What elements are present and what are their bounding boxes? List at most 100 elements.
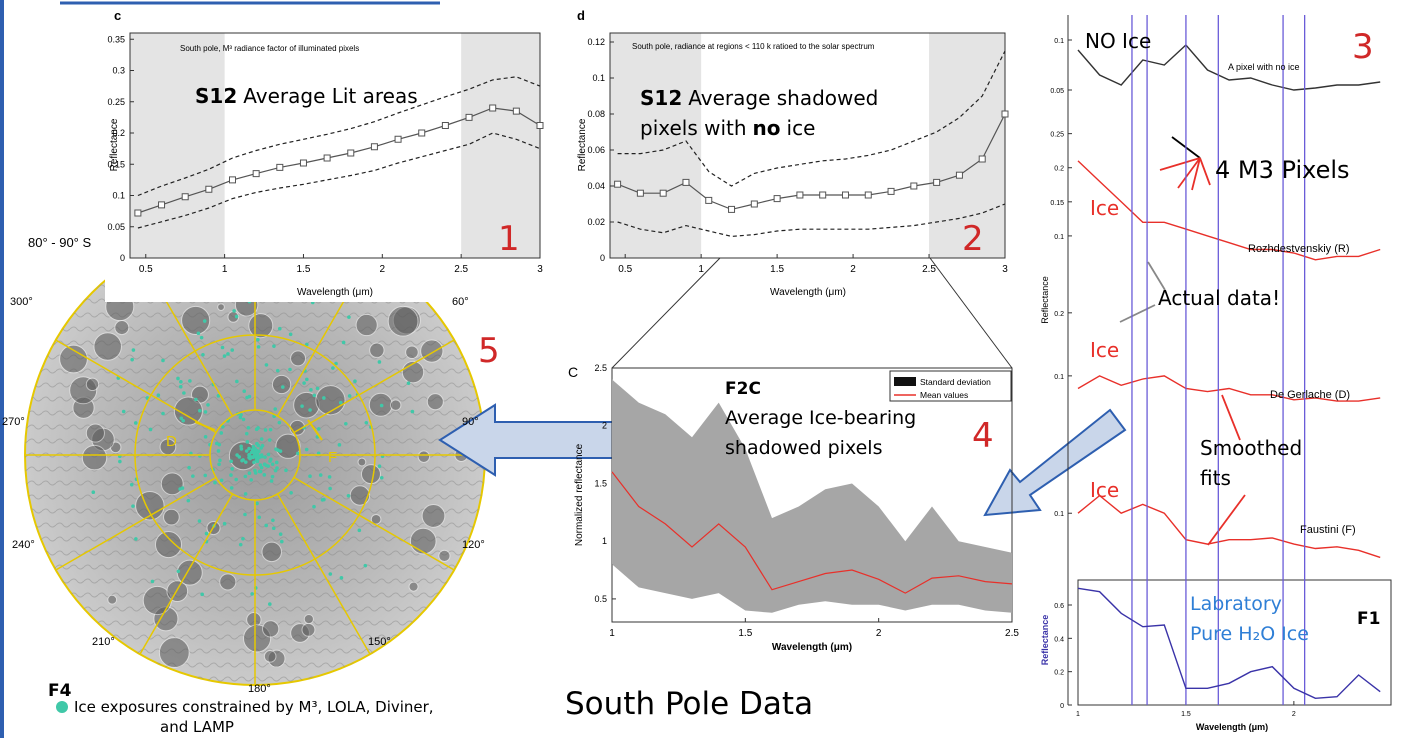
- x-tick-label: 2: [850, 264, 856, 275]
- x-tick-label: 2: [380, 264, 386, 275]
- longitude-line: [293, 339, 455, 434]
- ice-dot: [194, 397, 198, 402]
- ice-dot: [344, 421, 348, 426]
- text-label: fits: [1200, 466, 1231, 490]
- y-tick-label: 0.08: [587, 109, 605, 119]
- arrow: [1177, 157, 1201, 189]
- ice-dot: [216, 449, 221, 453]
- shaded-region: [461, 33, 540, 258]
- ice-dot: [258, 469, 263, 474]
- ice-dot: [219, 431, 224, 435]
- crater: [219, 573, 237, 591]
- text-label: Average Lit areas: [243, 84, 417, 108]
- text-label: Actual data!: [1158, 286, 1280, 310]
- ice-dot: [188, 379, 192, 383]
- ice-dot: [181, 418, 185, 423]
- y-tick-label: 0.5: [594, 594, 607, 604]
- y-tick-label: 0.1: [1054, 511, 1064, 518]
- map: [24, 224, 486, 686]
- ice-dot: [338, 400, 343, 405]
- legend-label: Standard deviation: [920, 377, 991, 387]
- y-tick-label: 0: [120, 253, 125, 263]
- data-point: [347, 149, 355, 157]
- longitude-line: [55, 476, 217, 571]
- data-point: [750, 200, 758, 208]
- ice-dot: [259, 437, 264, 441]
- crater: [421, 504, 446, 528]
- ice-dot: [275, 368, 280, 373]
- crater: [290, 350, 307, 367]
- ice-dot: [148, 427, 153, 432]
- ice-dot: [229, 473, 233, 477]
- ice-dot: [246, 425, 251, 430]
- text-label: Reflectance: [577, 118, 588, 171]
- text-label: no: [753, 116, 781, 140]
- ice-dot: [281, 385, 285, 389]
- ice-dot: [222, 521, 227, 526]
- ice-dot: [288, 332, 293, 337]
- ice-dot: [161, 411, 165, 416]
- ice-dot: [179, 380, 183, 384]
- ice-dot: [213, 480, 217, 485]
- data-point: [158, 201, 166, 209]
- data-point: [910, 182, 918, 190]
- x-tick-label: 2.5: [922, 264, 936, 275]
- ice-dot: [202, 319, 207, 323]
- ice-dot: [316, 427, 321, 431]
- ice-dot: [203, 410, 208, 414]
- text-label: Faustini (F): [1300, 524, 1356, 536]
- arrow: [1119, 304, 1156, 323]
- y-tick-label: 0.2: [1054, 670, 1064, 677]
- crater: [181, 305, 211, 336]
- crater: [271, 374, 292, 395]
- x-tick-label: 2.5: [1005, 628, 1019, 639]
- y-tick-label: 0.6: [1054, 603, 1064, 610]
- text-label: d: [577, 8, 585, 23]
- ice-dot: [274, 460, 279, 465]
- crater: [438, 549, 451, 563]
- ice-dot: [239, 447, 244, 451]
- ice-dot: [176, 569, 181, 574]
- ice-dot: [253, 471, 258, 475]
- data-point: [955, 171, 963, 179]
- ice-dot: [268, 427, 273, 432]
- text-label: pixels with: [640, 116, 747, 140]
- y-tick-label: 0.3: [112, 66, 125, 76]
- crater: [315, 385, 346, 416]
- text-label: A pixel with no ice: [1228, 62, 1300, 72]
- ice-dot: [229, 459, 233, 464]
- plot-frame: [609, 32, 1006, 259]
- ice-dot: [315, 386, 320, 391]
- ice-dot: [239, 412, 243, 417]
- ice-dot: [331, 366, 335, 370]
- crater: [417, 450, 431, 463]
- text-label: 4: [972, 416, 994, 456]
- ice-dot: [270, 474, 275, 479]
- ice-dot: [304, 447, 309, 452]
- y-tick-label: 0.35: [107, 34, 125, 44]
- text-label: Pure H₂O Ice: [1190, 623, 1309, 645]
- ice-dot: [255, 455, 260, 460]
- data-point: [978, 155, 986, 163]
- text-label: ice: [787, 116, 816, 140]
- data-line: [1077, 587, 1381, 700]
- ice-dots: [91, 291, 415, 606]
- shaded-region: [130, 33, 225, 258]
- text-label: Labratory: [1190, 593, 1282, 615]
- zoom-line: [929, 257, 1013, 369]
- crater: [160, 472, 184, 496]
- ice-dot: [277, 326, 282, 331]
- y-tick-label: 0.12: [587, 37, 605, 47]
- longitude-label: 240°: [12, 539, 35, 551]
- text-label: Wavelength (μm): [1196, 722, 1268, 732]
- longitude-line: [55, 339, 217, 434]
- ice-dot: [300, 404, 304, 408]
- crater: [154, 531, 183, 559]
- ice-dot: [235, 379, 239, 384]
- text-label: Average Ice-bearing: [725, 407, 916, 429]
- y-tick-label: 0.1: [1054, 38, 1064, 45]
- data-point: [323, 154, 331, 162]
- y-tick-label: 1.5: [594, 478, 607, 488]
- ice-dot: [203, 435, 208, 439]
